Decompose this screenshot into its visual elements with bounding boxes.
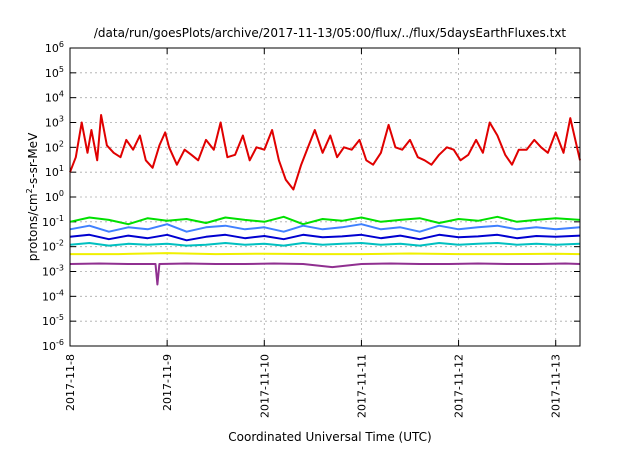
y-tick-base: 10	[45, 141, 59, 154]
grid-lines	[69, 47, 580, 347]
y-tick-label: 10-1	[42, 214, 64, 229]
y-tick-exp: 4	[59, 90, 64, 99]
y-tick-base: 10	[45, 166, 59, 179]
y-tick-exp: -3	[56, 264, 64, 273]
y-tick-base: 10	[42, 290, 56, 303]
x-tick-label: 2017-11-10	[258, 354, 271, 418]
x-tick-labels: 2017-11-8 2017-11-9 2017-11-10 2017-11-11 20…	[64, 354, 563, 418]
y-tick-exp: 1	[59, 164, 64, 173]
x-tick-label: 2017-11-11	[355, 354, 368, 418]
series-line-7	[69, 262, 581, 286]
x-tick-label: 2017-11-12	[453, 354, 466, 418]
y-axis-label: protons/cm2-s-sr-MeV	[25, 132, 40, 261]
y-tick-exp: -5	[56, 313, 64, 322]
y-tick-base: 10	[42, 216, 56, 229]
y-tick-label: 106	[45, 40, 64, 55]
y-tick-base: 10	[42, 241, 56, 254]
chart-title: /data/run/goesPlots/archive/2017-11-13/0…	[94, 26, 567, 40]
y-tick-exp: 0	[59, 189, 64, 198]
y-tick-exp: -2	[56, 239, 64, 248]
y-tick-exp: -6	[56, 338, 64, 347]
series-line-3	[69, 223, 581, 233]
y-tick-base: 10	[45, 42, 59, 55]
y-tick-label: 10-5	[42, 313, 64, 328]
y-axis-label-rest: -s-sr-MeV	[26, 132, 40, 188]
series-line-2	[69, 215, 581, 226]
y-tick-exp: 6	[59, 40, 64, 49]
y-tick-label: 10-4	[42, 288, 64, 303]
y-tick-label: 10-2	[42, 239, 64, 254]
y-tick-label: 104	[45, 90, 64, 105]
y-tick-base: 10	[45, 67, 59, 80]
x-tick-label: 2017-11-8	[64, 354, 77, 411]
series-line-6	[70, 252, 581, 256]
y-tick-labels: 10-610-510-410-310-210-11001011021031041…	[42, 40, 64, 353]
y-tick-base: 10	[42, 340, 56, 353]
y-axis-label-sup: 2	[25, 188, 34, 193]
y-tick-base: 10	[45, 191, 59, 204]
y-tick-exp: 2	[59, 139, 64, 148]
y-tick-label: 100	[45, 189, 64, 204]
y-tick-exp: 5	[59, 65, 64, 74]
y-tick-base: 10	[42, 315, 56, 328]
series-line-1	[69, 114, 581, 191]
y-tick-label: 105	[45, 65, 64, 80]
series-group	[69, 114, 581, 286]
y-tick-label: 10-3	[42, 264, 64, 279]
plot-frame	[69, 47, 581, 347]
y-tick-exp: -1	[56, 214, 64, 223]
y-tick-base: 10	[45, 92, 59, 105]
y-tick-label: 10-6	[42, 338, 64, 353]
y-tick-label: 103	[45, 115, 64, 130]
series-line-4	[69, 233, 581, 242]
y-tick-label: 101	[45, 164, 64, 179]
series-line-5	[69, 242, 581, 247]
x-tick-label: 2017-11-9	[161, 354, 174, 411]
y-axis-label-base: protons/cm	[26, 193, 40, 261]
y-tick-base: 10	[42, 266, 56, 279]
y-tick-label: 102	[45, 139, 64, 154]
y-tick-exp: -4	[56, 288, 64, 297]
x-axis-label: Coordinated Universal Time (UTC)	[228, 430, 431, 444]
x-tick-label: 2017-11-13	[550, 354, 563, 418]
y-tick-exp: 3	[59, 115, 64, 124]
y-tick-base: 10	[45, 117, 59, 130]
